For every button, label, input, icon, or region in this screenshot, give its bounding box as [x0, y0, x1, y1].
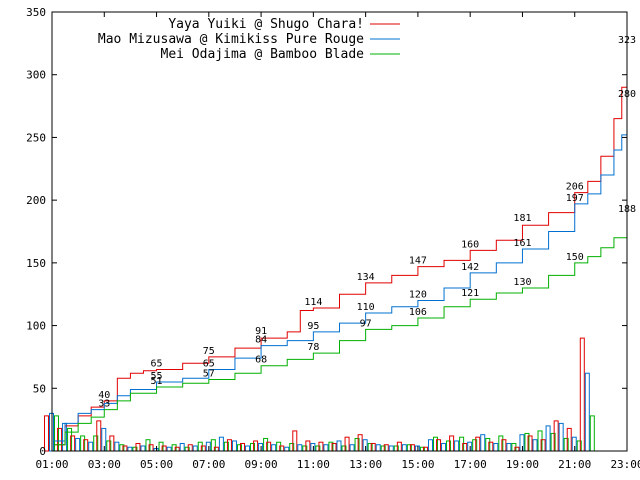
legend-label: Mei Odajima @ Bamboo Blade — [161, 47, 365, 62]
data-label: 197 — [566, 193, 584, 204]
data-label: 40 — [98, 390, 110, 401]
x-tick-label: 05:00 — [140, 458, 173, 471]
y-tick-label: 50 — [33, 382, 46, 395]
data-label: 55 — [151, 371, 163, 382]
data-label: 33 — [98, 399, 110, 410]
data-label: 142 — [461, 262, 479, 273]
hourly-bar — [454, 440, 460, 452]
series-line — [54, 45, 628, 446]
hourly-bar — [480, 434, 486, 452]
hourly-bar — [349, 444, 355, 452]
y-tick-label: 150 — [26, 257, 46, 270]
hourly-bar — [44, 415, 49, 452]
legend-label: Mao Mizusawa @ Kimikiss Pure Rouge — [98, 32, 364, 47]
legend: Yaya Yuiki @ Shugo Chara!Mao Mizusawa @ … — [98, 17, 400, 62]
x-tick-label: 15:00 — [401, 458, 434, 471]
hourly-bar — [589, 415, 595, 452]
data-label: 65 — [203, 358, 215, 369]
data-label: 106 — [409, 307, 427, 318]
data-label: 110 — [357, 302, 375, 313]
hourly-bar — [323, 444, 329, 452]
hourly-bar — [336, 440, 342, 452]
y-tick-label: 250 — [26, 131, 46, 144]
hourly-bar — [271, 444, 277, 452]
hourly-bar — [231, 440, 237, 452]
x-tick-label: 09:00 — [245, 458, 278, 471]
hourly-bar — [579, 337, 585, 452]
axes: 0 50 100 150 200 250 300 350 01:00 03:00 05:00 07:0… — [26, 6, 640, 471]
y-tick-label: 0 — [39, 445, 46, 458]
x-tick-label: 21:00 — [558, 458, 591, 471]
hourly-bar — [388, 445, 394, 452]
data-label: 130 — [513, 277, 531, 288]
hourly-bar — [166, 446, 172, 452]
hourly-bar — [427, 439, 433, 452]
x-tick-label: 01:00 — [35, 458, 68, 471]
hourly-bar — [375, 444, 381, 452]
hourly-bar — [506, 442, 512, 452]
hourly-bar — [75, 437, 81, 452]
data-label: 57 — [203, 369, 215, 380]
data-label: 75 — [203, 346, 215, 357]
y-tick-label: 300 — [26, 69, 46, 82]
data-label: 65 — [151, 358, 163, 369]
hourly-bar — [441, 442, 447, 452]
data-label: 161 — [513, 238, 531, 249]
y-tick-label: 100 — [26, 320, 46, 333]
data-label: 95 — [307, 321, 319, 332]
hourly-bar — [114, 441, 120, 452]
y-tick-label: 200 — [26, 194, 46, 207]
hourly-bar — [192, 445, 198, 452]
hourly-bar — [493, 442, 499, 452]
data-label: 160 — [461, 239, 479, 250]
hourly-bar — [245, 445, 251, 452]
x-tick-label: 13:00 — [349, 458, 382, 471]
hourly-bars — [44, 337, 595, 452]
hourly-bar — [545, 425, 551, 452]
hourly-bar — [558, 422, 564, 452]
data-label: 134 — [357, 272, 375, 283]
data-label: 51 — [151, 376, 163, 387]
data-label: 84 — [255, 335, 267, 346]
data-label: 121 — [461, 288, 479, 299]
data-label: 181 — [513, 213, 531, 224]
data-labels: 4065759111413414716018120632355658495110… — [98, 35, 636, 410]
data-label: 97 — [360, 318, 372, 329]
hourly-bar — [401, 444, 407, 452]
x-tick-label: 03:00 — [88, 458, 121, 471]
hourly-bar — [218, 436, 224, 452]
data-label: 206 — [566, 182, 584, 193]
hourly-bar — [140, 445, 146, 452]
hourly-bar — [62, 422, 68, 452]
x-tick-label: 23:00 — [610, 458, 640, 471]
x-tick-label: 11:00 — [297, 458, 330, 471]
hourly-bar — [297, 444, 303, 452]
series-line — [54, 99, 628, 442]
hourly-bar — [584, 372, 590, 452]
x-tick-label: 17:00 — [454, 458, 487, 471]
y-tick-label: 350 — [26, 6, 46, 19]
x-tick-label: 19:00 — [506, 458, 539, 471]
x-tick-label: 07:00 — [192, 458, 225, 471]
data-label: 114 — [304, 297, 322, 308]
hourly-bar — [88, 441, 94, 452]
series-line — [54, 215, 628, 446]
hourly-bar — [284, 446, 290, 452]
legend-label: Yaya Yuiki @ Shugo Chara! — [168, 17, 364, 32]
data-label: 147 — [409, 256, 427, 267]
data-label: 68 — [255, 355, 267, 366]
hourly-bar — [179, 442, 185, 452]
hourly-bar — [532, 439, 538, 452]
data-label: 120 — [409, 289, 427, 300]
data-label: 78 — [307, 342, 319, 353]
series-lines — [54, 45, 628, 446]
data-label: 150 — [566, 252, 584, 263]
plot-frame — [51, 11, 628, 452]
data-label: 91 — [255, 326, 267, 337]
hourly-bar — [127, 446, 133, 452]
